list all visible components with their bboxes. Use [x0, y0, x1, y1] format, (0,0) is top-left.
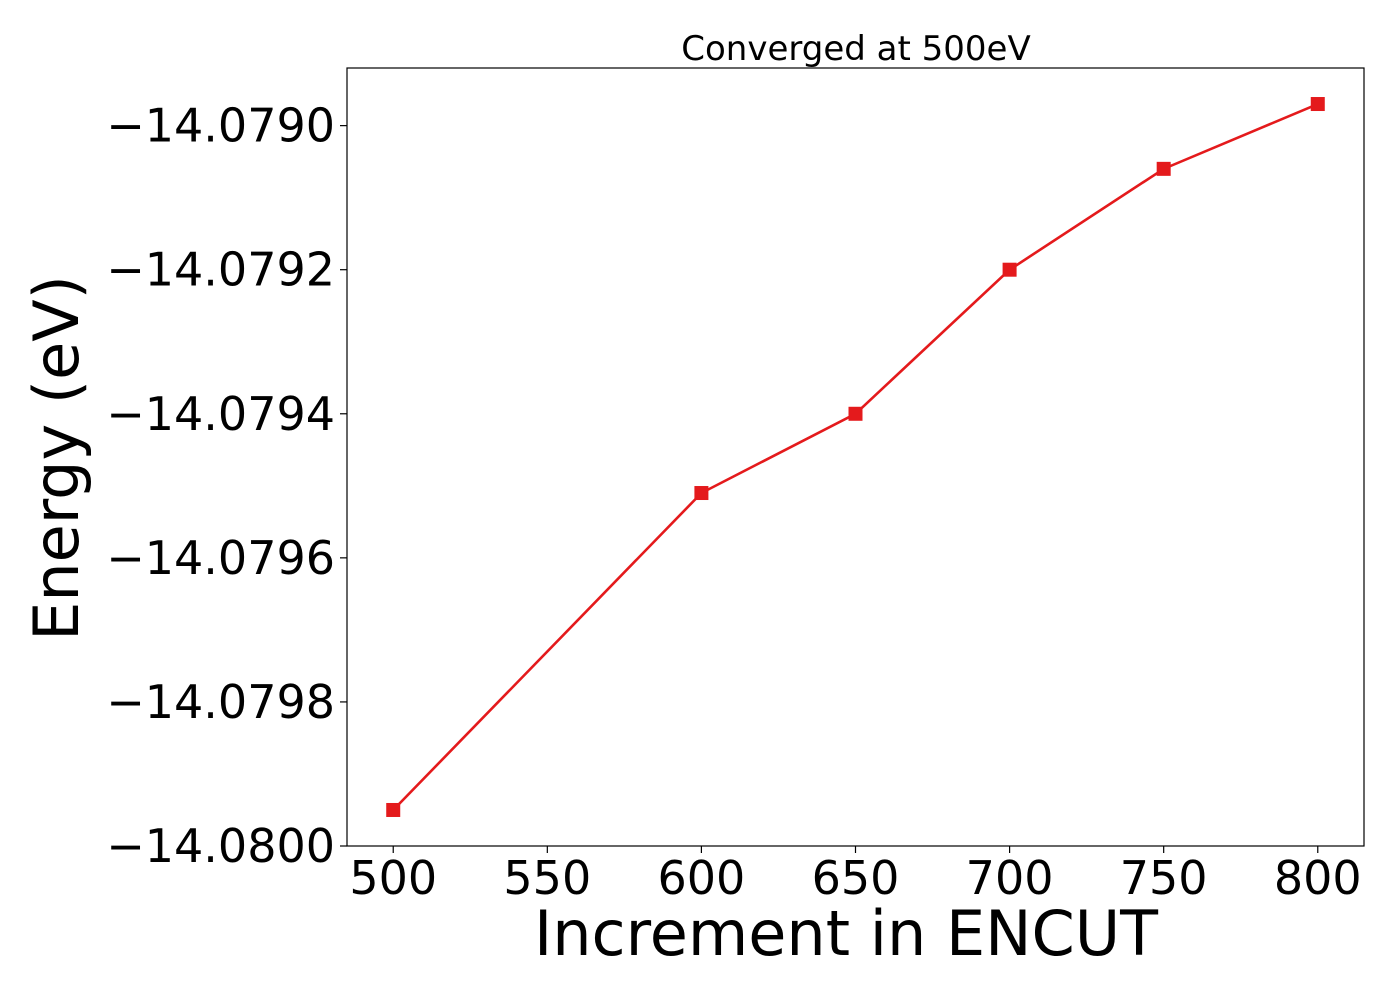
x-tick-label: 650 — [812, 851, 900, 905]
chart-title: Converged at 500eV — [681, 29, 1030, 69]
x-tick-label: 800 — [1274, 851, 1362, 905]
y-tick-label: −14.0796 — [106, 531, 335, 585]
data-point-marker — [848, 406, 863, 421]
data-point-marker — [386, 802, 401, 817]
y-tick-label: −14.0790 — [106, 99, 335, 153]
y-tick-label: −14.0794 — [106, 387, 335, 441]
data-point-marker — [1310, 97, 1325, 112]
y-tick-label: −14.0798 — [106, 675, 335, 729]
x-tick-label: 750 — [1120, 851, 1208, 905]
x-tick-label: 600 — [658, 851, 746, 905]
series-layer — [386, 97, 1325, 817]
data-point-marker — [1002, 262, 1017, 277]
x-axis-label: Increment in ENCUT — [534, 897, 1159, 970]
plot-frame — [346, 67, 1365, 847]
data-point-marker — [694, 486, 709, 501]
y-tick-label: −14.0792 — [106, 243, 335, 297]
y-axis-ticks: −14.0800 −14.0798 −14.0796 −14.0794 −14.0792… — [106, 99, 347, 873]
x-tick-label: 500 — [349, 851, 437, 905]
y-axis-label: Energy (eV) — [20, 275, 93, 641]
data-point-marker — [1156, 161, 1171, 176]
x-tick-label: 700 — [966, 851, 1054, 905]
series-line — [392, 102, 1319, 811]
y-tick-label: −14.0800 — [106, 819, 335, 873]
x-tick-label: 550 — [503, 851, 591, 905]
x-axis-ticks: 500 550 600 650 700 750 800 — [349, 846, 1362, 905]
